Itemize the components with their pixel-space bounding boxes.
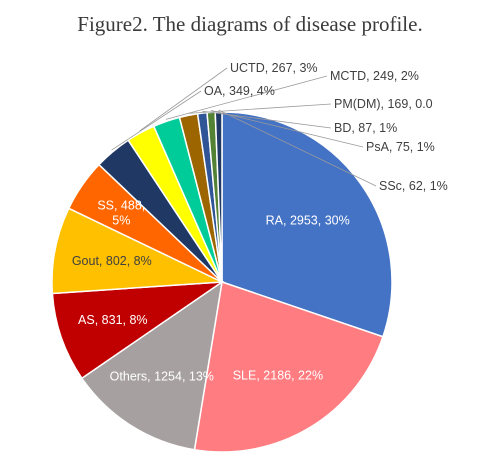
slice-label-gout: Gout, 802, 8%	[72, 254, 152, 268]
slice-label-mctd: MCTD, 249, 2%	[330, 69, 419, 83]
slice-label-as: AS, 831, 8%	[78, 313, 148, 327]
leader-line-pm-dm	[188, 103, 332, 114]
pie-slice-sle	[193, 281, 384, 453]
slice-label-ra: RA, 2953, 30%	[266, 214, 350, 228]
slice-label-oa: OA, 349, 4%	[204, 84, 275, 98]
slice-label-uctd: UCTD, 267, 3%	[230, 61, 318, 75]
slice-label-ss: SS, 488, 5%	[97, 198, 145, 227]
slice-label-bd: BD, 87, 1%	[334, 121, 397, 135]
pie-slice-as	[51, 281, 225, 380]
leader-line-mctd	[165, 75, 328, 120]
leader-line-psa	[210, 110, 364, 148]
slice-label-others: Others, 1254, 13%	[110, 370, 214, 384]
slice-label-ssc: SSc, 62, 1%	[379, 179, 448, 193]
leader-line-uctd	[139, 67, 228, 132]
pie-slice-ra	[221, 111, 393, 338]
leader-line-ssc	[218, 109, 377, 187]
leader-line-oa	[111, 90, 202, 151]
figure-title: Figure2. The diagrams of disease profile…	[77, 12, 423, 36]
slice-label-sle: SLE, 2186, 22%	[233, 368, 323, 382]
pie-slice-others	[80, 280, 224, 451]
pie-slice-gout	[51, 207, 225, 295]
slice-label-psa: PsA, 75, 1%	[366, 140, 435, 154]
leader-lines	[111, 67, 377, 187]
slice-labels: RA, 2953, 30% SLE, 2186, 22% Others, 1254,…	[72, 61, 448, 384]
pie-slices	[51, 111, 393, 453]
slice-label-pm-dm: PM(DM), 169, 0.0	[334, 97, 433, 111]
leader-line-bd	[202, 110, 332, 129]
